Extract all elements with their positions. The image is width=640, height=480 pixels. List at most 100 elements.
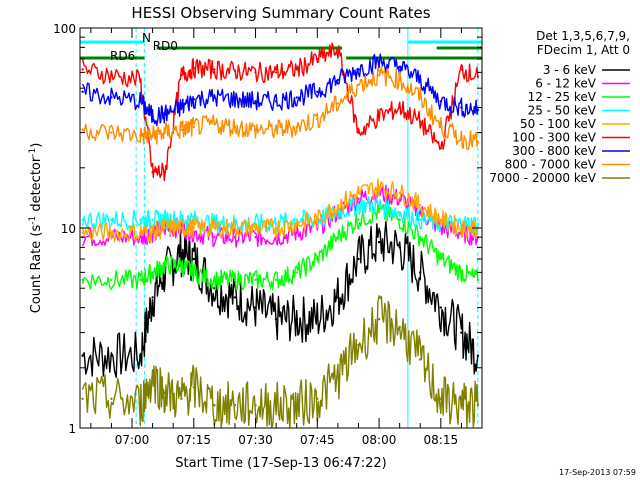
data-point-50-100-kev-1: [110, 231, 113, 234]
data-point-100-300-kev-6: [192, 66, 195, 70]
data-point-50-100-kev-17: [419, 204, 422, 207]
legend-label-12-25-kev: 12 - 25 keV: [528, 90, 597, 104]
data-point-12-25-kev-4: [163, 264, 167, 267]
series-line-800-7000-kev: [82, 66, 479, 151]
data-point-25-50-kev-10: [274, 222, 278, 225]
data-point-50-100-kev-7: [213, 226, 216, 230]
data-point-7000-20000-kev-8: [233, 404, 237, 407]
data-point-7000-20000-kev-10: [274, 404, 278, 407]
data-point-800-7000-kev-6: [192, 125, 195, 129]
data-point-100-300-kev-7: [213, 68, 216, 71]
data-point-12-25-kev-6: [192, 271, 195, 274]
data-point-25-50-kev-11: [295, 218, 298, 221]
data-point-100-300-kev-18: [439, 147, 442, 150]
data-point-800-7000-kev-10: [274, 128, 278, 131]
y-axis-label-end: ): [29, 143, 44, 148]
data-point-12-25-kev-20: [476, 278, 480, 282]
data-point-800-7000-kev-14: [357, 83, 360, 87]
data-point-3-6-kev-8: [233, 296, 237, 299]
data-point-50-100-kev-6: [192, 226, 195, 230]
data-point-7000-20000-kev-9: [254, 404, 257, 407]
legend-header-line-2: FDecim 1, Att 0: [537, 43, 630, 57]
legend-header-line-1: Det 1,3,5,6,7,9,: [536, 29, 630, 43]
data-point-300-800-kev-13: [336, 78, 340, 82]
data-point-3-6-kev-13: [336, 296, 340, 299]
data-point-50-100-kev-15: [377, 186, 381, 189]
data-point-800-7000-kev-0: [81, 128, 84, 131]
data-point-800-7000-kev-8: [233, 125, 237, 129]
data-point-300-800-kev-9: [254, 100, 257, 103]
legend-label-6-12-kev: 6 - 12 keV: [535, 77, 597, 91]
data-point-800-7000-kev-11: [295, 125, 298, 129]
x-tick-label-07-45: 07:45: [300, 433, 335, 447]
data-point-50-100-kev-19: [460, 226, 463, 230]
legend-label-3-6-kev: 3 - 6 keV: [543, 63, 597, 77]
data-point-100-300-kev-0: [81, 68, 84, 71]
data-point-50-100-kev-16: [398, 191, 401, 194]
data-point-800-7000-kev-4: [163, 131, 167, 134]
y-axis-ticks: 1 10 100: [53, 22, 482, 436]
data-point-100-300-kev-20: [476, 75, 480, 79]
data-point-3-6-kev-6: [192, 257, 195, 261]
data-point-3-6-kev-18: [439, 306, 442, 309]
series-line-7000-20000-kev: [81, 295, 479, 429]
series-50-100-kev: [81, 178, 480, 243]
data-point-12-25-kev-3: [151, 271, 154, 274]
data-point-25-50-kev-14: [357, 204, 360, 207]
data-point-300-800-kev-2: [139, 100, 142, 103]
series-layer: [81, 42, 480, 429]
series-line-300-800-kev: [81, 53, 479, 127]
series-12-25-kev: [81, 203, 480, 291]
data-point-50-100-kev-4: [163, 226, 167, 230]
y-axis-label-mid: detector: [29, 156, 44, 216]
data-point-50-100-kev-9: [254, 226, 257, 230]
data-point-12-25-kev-2: [139, 278, 142, 282]
data-point-300-800-kev-10: [274, 100, 278, 103]
data-point-300-800-kev-4: [163, 113, 167, 116]
data-point-50-100-kev-13: [336, 204, 340, 207]
data-point-100-300-kev-17: [419, 120, 422, 123]
data-point-800-7000-kev-20: [476, 140, 480, 143]
data-point-25-50-kev-2: [139, 218, 142, 221]
x-axis-label: Start Time (17-Sep-13 06:47:22): [175, 456, 386, 471]
data-point-50-100-kev-3: [151, 231, 154, 234]
data-point-800-7000-kev-9: [254, 128, 257, 131]
data-point-12-25-kev-16: [398, 218, 401, 221]
data-point-800-7000-kev-13: [336, 102, 340, 105]
flag-label-rd0: RD0: [153, 39, 178, 53]
data-point-300-800-kev-11: [295, 96, 298, 99]
data-point-12-25-kev-1: [110, 278, 113, 282]
flag-label-n: N: [142, 31, 151, 45]
data-point-12-25-kev-19: [460, 271, 463, 274]
data-point-50-100-kev-12: [316, 218, 319, 221]
data-point-7000-20000-kev-6: [192, 386, 195, 389]
data-point-7000-20000-kev-0: [81, 397, 84, 400]
data-point-25-50-kev-1: [110, 218, 113, 221]
data-point-800-7000-kev-1: [110, 131, 113, 134]
data-point-300-800-kev-7: [213, 96, 216, 99]
series-line-50-100-kev: [81, 178, 479, 243]
data-point-12-25-kev-13: [336, 236, 340, 239]
data-point-7000-20000-kev-5: [180, 397, 183, 400]
data-point-300-800-kev-1: [110, 96, 113, 99]
data-point-7000-20000-kev-19: [460, 404, 463, 407]
data-point-3-6-kev-0: [81, 354, 84, 357]
series-line-25-50-kev: [81, 196, 479, 235]
data-point-100-300-kev-16: [398, 106, 401, 109]
data-point-3-6-kev-14: [357, 257, 360, 261]
flag-label-rd6: RD6: [110, 49, 135, 63]
data-point-3-6-kev-1: [110, 354, 113, 357]
data-point-100-300-kev-2: [139, 78, 142, 82]
legend-label-300-800-kev: 300 - 800 keV: [512, 144, 596, 158]
series-7000-20000-kev: [81, 295, 480, 429]
data-point-12-25-kev-11: [295, 271, 298, 274]
series-100-300-kev: [81, 42, 480, 182]
data-point-100-300-kev-5: [180, 74, 183, 77]
data-point-12-25-kev-8: [233, 278, 237, 282]
data-point-7000-20000-kev-4: [163, 391, 167, 394]
data-point-6-12-kev-17: [419, 211, 422, 214]
data-point-100-300-kev-8: [233, 69, 237, 73]
data-point-100-300-kev-4: [163, 171, 167, 174]
y-axis-label: Count Rate (s-1 detector-1): [28, 143, 44, 314]
series-300-800-kev: [81, 53, 480, 127]
